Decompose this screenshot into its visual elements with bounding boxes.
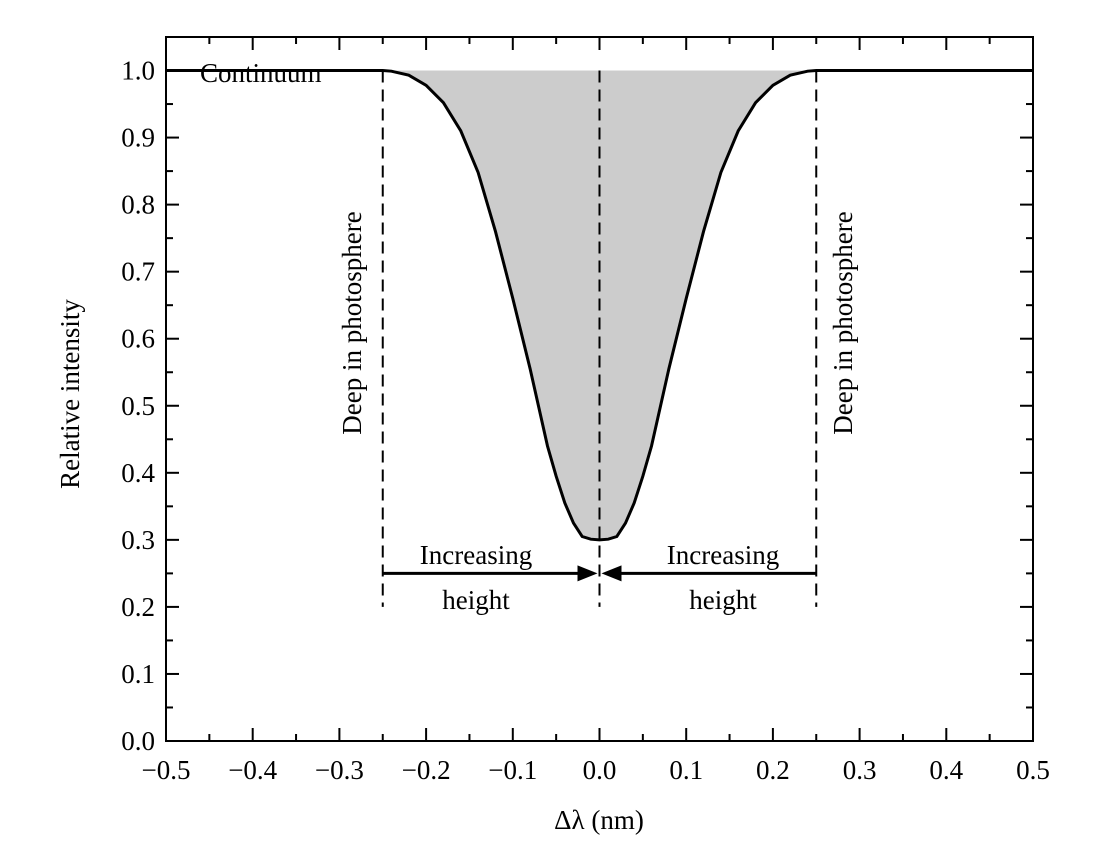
increasing-label-left: Increasing bbox=[420, 540, 532, 570]
continuum-label: Continuum bbox=[200, 58, 322, 88]
increasing-label-right: Increasing bbox=[667, 540, 779, 570]
height-arrows bbox=[382, 565, 817, 582]
x-tick-labels: −0.5 −0.4 −0.3 −0.2 −0.1 0.0 0.1 0.2 0.3 0.4 0.5 bbox=[142, 755, 1050, 785]
deep-photosphere-right-label: Deep in photosphere bbox=[828, 211, 858, 434]
y-tick-label: 0.5 bbox=[121, 391, 155, 421]
x-tick-label: −0.5 bbox=[142, 755, 191, 785]
deep-photosphere-left-label: Deep in photosphere bbox=[337, 211, 367, 434]
y-tick-label: 0.1 bbox=[121, 659, 155, 689]
y-tick-label: 0.2 bbox=[121, 592, 155, 622]
y-tick-labels: 0.0 0.1 0.2 0.3 0.4 0.5 0.6 0.7 0.8 0.9 1.0 bbox=[121, 56, 155, 756]
y-tick-label: 0.0 bbox=[121, 726, 155, 756]
x-tick-label: −0.1 bbox=[488, 755, 537, 785]
line-profile-series bbox=[166, 69, 1033, 542]
y-tick-label: 0.7 bbox=[121, 257, 155, 287]
x-tick-label: −0.4 bbox=[228, 755, 277, 785]
height-label-right: height bbox=[689, 585, 757, 615]
y-tick-label: 1.0 bbox=[121, 56, 155, 86]
arrow-left-head bbox=[577, 565, 598, 582]
x-tick-label: 0.0 bbox=[583, 755, 617, 785]
y-tick-label: 0.6 bbox=[121, 324, 155, 354]
dashed-reference-lines bbox=[381, 70, 818, 607]
x-tick-label: −0.2 bbox=[402, 755, 451, 785]
y-tick-label: 0.4 bbox=[121, 458, 155, 488]
y-tick-label: 0.9 bbox=[121, 123, 155, 153]
plot-frame bbox=[165, 36, 1034, 742]
x-tick-label: 0.1 bbox=[669, 755, 703, 785]
x-tick-label: 0.3 bbox=[843, 755, 877, 785]
height-label-left: height bbox=[442, 585, 510, 615]
x-tick-label: −0.3 bbox=[315, 755, 364, 785]
x-tick-label: 0.5 bbox=[1016, 755, 1050, 785]
y-tick-label: 0.3 bbox=[121, 525, 155, 555]
arrow-right-head bbox=[601, 565, 622, 582]
y-tick-label: 0.8 bbox=[121, 190, 155, 220]
y-axis-label: Relative intensity bbox=[55, 299, 85, 489]
x-tick-label: 0.2 bbox=[756, 755, 790, 785]
x-axis-label: Δλ (nm) bbox=[554, 805, 644, 835]
x-tick-label: 0.4 bbox=[929, 755, 963, 785]
